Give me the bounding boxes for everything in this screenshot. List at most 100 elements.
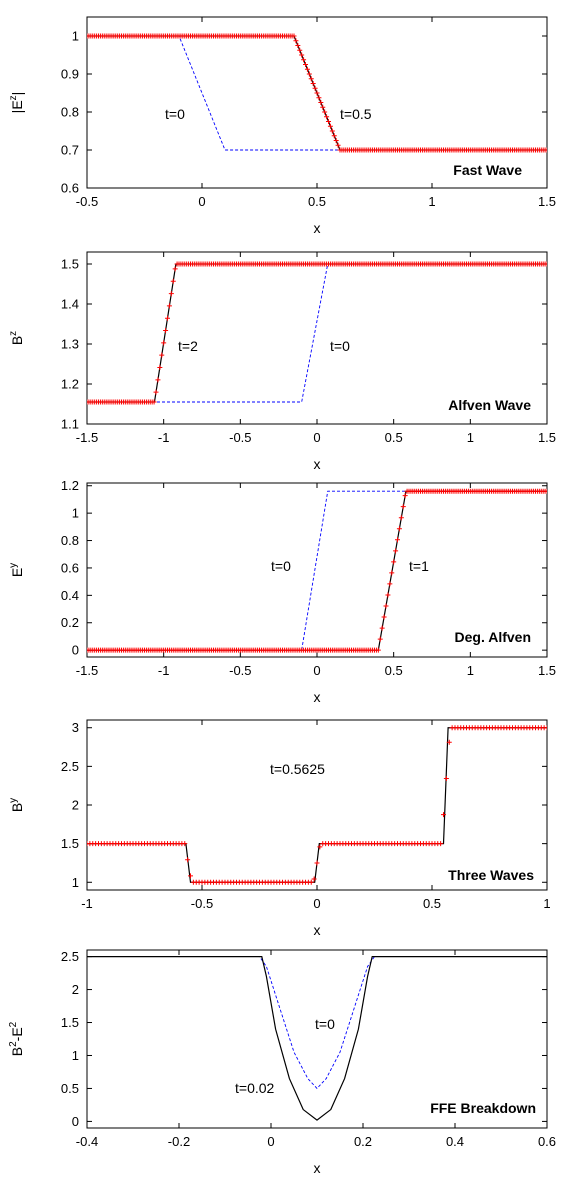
data-point — [320, 104, 326, 110]
data-point — [293, 38, 299, 44]
data-point — [391, 559, 397, 565]
data-point — [443, 775, 449, 781]
x-tick-label: 0.5 — [308, 194, 326, 209]
x-tick-label: 0.6 — [538, 1134, 556, 1149]
panel-title: Fast Wave — [453, 162, 522, 178]
time-annotation: t=0 — [330, 338, 350, 354]
data-point — [172, 266, 178, 272]
x-tick-label: -0.5 — [229, 663, 251, 678]
data-point — [329, 128, 335, 134]
data-point — [303, 62, 308, 67]
data-point — [301, 57, 307, 63]
y-tick-label: 2 — [72, 982, 79, 997]
panel-title: Deg. Alfven — [455, 629, 532, 645]
time-annotation: t=0 — [315, 1016, 335, 1032]
data-point — [446, 739, 452, 745]
y-tick-label: 0.4 — [61, 588, 79, 603]
data-point — [318, 100, 324, 105]
x-tick-label: 1 — [467, 663, 474, 678]
data-point — [335, 142, 341, 148]
y-tick-label: 1 — [72, 29, 79, 44]
y-tick-label: 1.2 — [61, 377, 79, 392]
data-point — [163, 328, 169, 334]
data-point — [306, 71, 312, 77]
panel-1: -0.5 0 0.5 1 1.5 0.6 0.7 0.8 0.9 1 x |Ez| t=0 t=0.5 Fa… — [8, 16, 556, 236]
data-point — [168, 291, 174, 297]
x-tick-label: -1 — [81, 896, 93, 911]
x-tick-label: 0.4 — [446, 1134, 464, 1149]
y-tick-label: 0 — [72, 1114, 79, 1129]
y-tick-label: 1.3 — [61, 337, 79, 352]
panel-title: Alfven Wave — [448, 397, 531, 413]
time-annotation: t=0 — [271, 558, 291, 574]
data-point — [153, 389, 159, 395]
data-point — [157, 365, 163, 370]
data-point — [379, 625, 385, 631]
data-point — [375, 647, 381, 653]
data-point — [441, 812, 446, 818]
y-tick-label: 0.5 — [61, 1081, 79, 1096]
data-point — [170, 278, 176, 284]
y-tick-label: 1.5 — [61, 1015, 79, 1030]
x-tick-label: 0.5 — [423, 896, 441, 911]
x-tick-label: -1.5 — [76, 663, 98, 678]
data-point — [322, 109, 328, 115]
x-tick-label: 1 — [543, 896, 550, 911]
series-dashed-line — [87, 263, 547, 403]
data-point — [333, 138, 339, 143]
data-point — [387, 581, 393, 587]
data-point — [314, 90, 320, 96]
data-point — [396, 526, 402, 532]
data-point — [393, 548, 399, 554]
plot-frame — [86, 949, 548, 1129]
data-point — [438, 841, 444, 847]
data-point — [308, 76, 314, 82]
y-axis-label: |Ez| — [8, 92, 25, 114]
y-axis-label: By — [8, 798, 25, 812]
x-tick-label: 0 — [313, 896, 320, 911]
y-axis-label: Bz — [8, 331, 25, 345]
x-tick-label: 0 — [198, 194, 205, 209]
y-tick-label: 0.8 — [61, 533, 79, 548]
panel-title: Three Waves — [448, 867, 534, 883]
y-tick-label: 2.5 — [61, 759, 79, 774]
data-point — [314, 860, 320, 866]
y-tick-label: 2 — [72, 798, 79, 813]
data-point — [151, 399, 157, 405]
x-tick-label: 0.5 — [385, 430, 403, 445]
series-dashed-line — [87, 490, 547, 651]
x-tick-label: -1.5 — [76, 430, 98, 445]
panel-4: -1 -0.5 0 0.5 1 1 1.5 2 2.5 3 x By t=0.5625 Three Wav… — [8, 719, 551, 938]
panel-3: -1.5 -1 -0.5 0 0.5 1 1.5 0 0.2 0.4 0.6 0.8 1 1.2 x Ey t=… — [8, 478, 556, 705]
data-point — [324, 114, 330, 120]
data-point — [161, 340, 167, 346]
x-tick-label: 1 — [467, 430, 474, 445]
data-point — [297, 47, 303, 53]
data-point — [326, 119, 331, 124]
data-point — [395, 537, 400, 543]
time-annotation: t=2 — [178, 338, 198, 354]
y-tick-label: 1.2 — [61, 478, 79, 493]
y-tick-label: 0.2 — [61, 615, 79, 630]
data-point — [308, 879, 314, 885]
series-dashed-line — [87, 956, 547, 1090]
time-annotation: t=0 — [165, 106, 185, 122]
data-point — [299, 52, 305, 58]
data-point — [544, 261, 547, 267]
x-tick-label: -0.2 — [168, 1134, 190, 1149]
y-tick-label: 3 — [72, 720, 79, 735]
y-tick-label: 1 — [72, 506, 79, 521]
x-tick-label: -1 — [158, 663, 170, 678]
x-tick-label: 0 — [313, 430, 320, 445]
data-point — [317, 844, 323, 850]
data-point — [188, 873, 193, 879]
data-point — [331, 133, 337, 139]
panel-title: FFE Breakdown — [430, 1100, 536, 1116]
data-point — [544, 725, 547, 731]
x-tick-label: 1.5 — [538, 430, 556, 445]
series-solid-line — [87, 490, 547, 651]
x-tick-label: 0.5 — [385, 663, 403, 678]
x-tick-label: 0 — [313, 663, 320, 678]
data-point — [311, 876, 317, 882]
